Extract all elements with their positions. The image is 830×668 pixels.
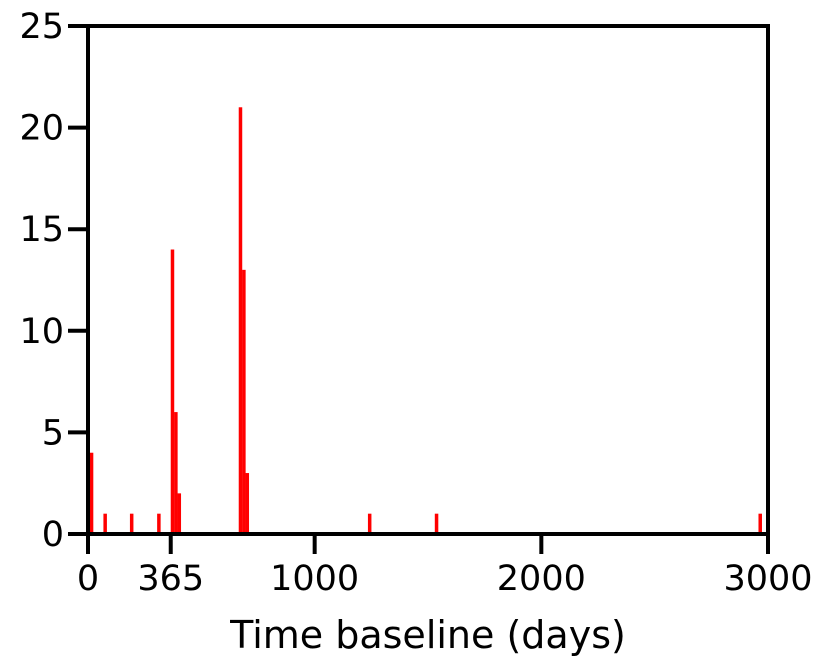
x-axis: 0 365 1000 2000 3000 [77, 534, 813, 599]
y-tick-label-15: 15 [19, 210, 64, 250]
bars-group [89, 107, 762, 534]
y-tick-label-0: 0 [42, 515, 64, 555]
bar-1 [103, 513, 107, 534]
x-tick-label-365: 365 [137, 559, 204, 599]
y-tick-label-5: 5 [42, 413, 64, 453]
y-tick-label-25: 25 [19, 7, 64, 47]
x-tick-label-1000: 1000 [270, 559, 359, 599]
plot-frame [86, 24, 770, 536]
y-axis: 0 5 10 15 20 25 [19, 7, 88, 555]
bar-12 [758, 513, 762, 534]
bar-6 [177, 493, 182, 534]
bar-11 [434, 513, 439, 534]
x-axis-title: Time baseline (days) [229, 613, 626, 657]
x-tick-label-0: 0 [77, 559, 99, 599]
bar-9 [245, 473, 250, 534]
x-tick-label-3000: 3000 [723, 559, 812, 599]
y-tick-label-20: 20 [19, 109, 64, 149]
y-tick-label-10: 10 [19, 312, 64, 352]
bar-3 [157, 513, 161, 534]
bar-2 [129, 513, 134, 534]
bar-4 [170, 249, 175, 534]
bar-8 [242, 269, 246, 534]
bar-7 [238, 107, 243, 534]
bar-10 [367, 513, 372, 534]
bar-0 [89, 452, 94, 534]
bar-5 [174, 412, 178, 534]
x-tick-label-2000: 2000 [497, 559, 586, 599]
